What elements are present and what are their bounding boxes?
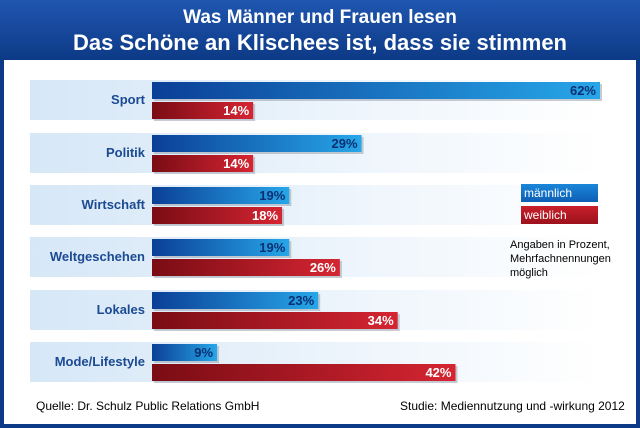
study-text: Studie: Mediennutzung und -wirkung 2012 <box>400 399 625 413</box>
bar-female <box>152 259 340 276</box>
legend-male: männlich <box>521 184 598 202</box>
value-label: 14% <box>223 103 249 118</box>
bar-female <box>152 155 254 172</box>
chart-subtitle: Das Schöne an Klischees ist, dass sie st… <box>73 30 567 55</box>
category-label: Politik <box>106 145 146 160</box>
value-label: 26% <box>310 260 336 275</box>
category-label: Wirtschaft <box>82 197 146 212</box>
value-label: 29% <box>332 136 358 151</box>
bar-female <box>152 312 398 329</box>
bar-male <box>152 82 600 99</box>
category-band <box>30 185 600 225</box>
bar-male <box>152 292 319 309</box>
chart-title: Was Männer und Frauen lesen <box>183 7 457 28</box>
bar-male <box>152 187 290 204</box>
category-label: Lokales <box>97 302 145 317</box>
bar-male <box>152 135 362 152</box>
bar-female <box>152 207 283 224</box>
category-label: Sport <box>111 92 146 107</box>
note-line: möglich <box>510 267 548 279</box>
value-label: 19% <box>259 240 285 255</box>
category-label: Mode/Lifestyle <box>55 354 145 369</box>
value-label: 9% <box>194 345 213 360</box>
bar-male <box>152 344 218 361</box>
value-label: 23% <box>288 293 314 308</box>
value-label: 34% <box>368 313 394 328</box>
value-label: 42% <box>425 365 451 380</box>
bar-female <box>152 102 254 119</box>
note-line: Angaben in Prozent, <box>510 239 610 251</box>
chart-note: Angaben in Prozent, Mehrfachnennungen mö… <box>510 238 635 280</box>
note-line: Mehrfachnennungen <box>510 253 611 265</box>
value-label: 14% <box>223 156 249 171</box>
bar-female <box>152 364 456 381</box>
value-label: 18% <box>252 208 278 223</box>
value-label: 62% <box>570 83 596 98</box>
source-text: Quelle: Dr. Schulz Public Relations GmbH <box>36 399 260 413</box>
legend-female: weiblich <box>521 206 598 224</box>
bar-male <box>152 239 290 256</box>
value-label: 19% <box>259 188 285 203</box>
chart-header: Was Männer und Frauen lesen Das Schöne a… <box>0 0 640 60</box>
category-label: Weltgeschehen <box>50 249 145 264</box>
